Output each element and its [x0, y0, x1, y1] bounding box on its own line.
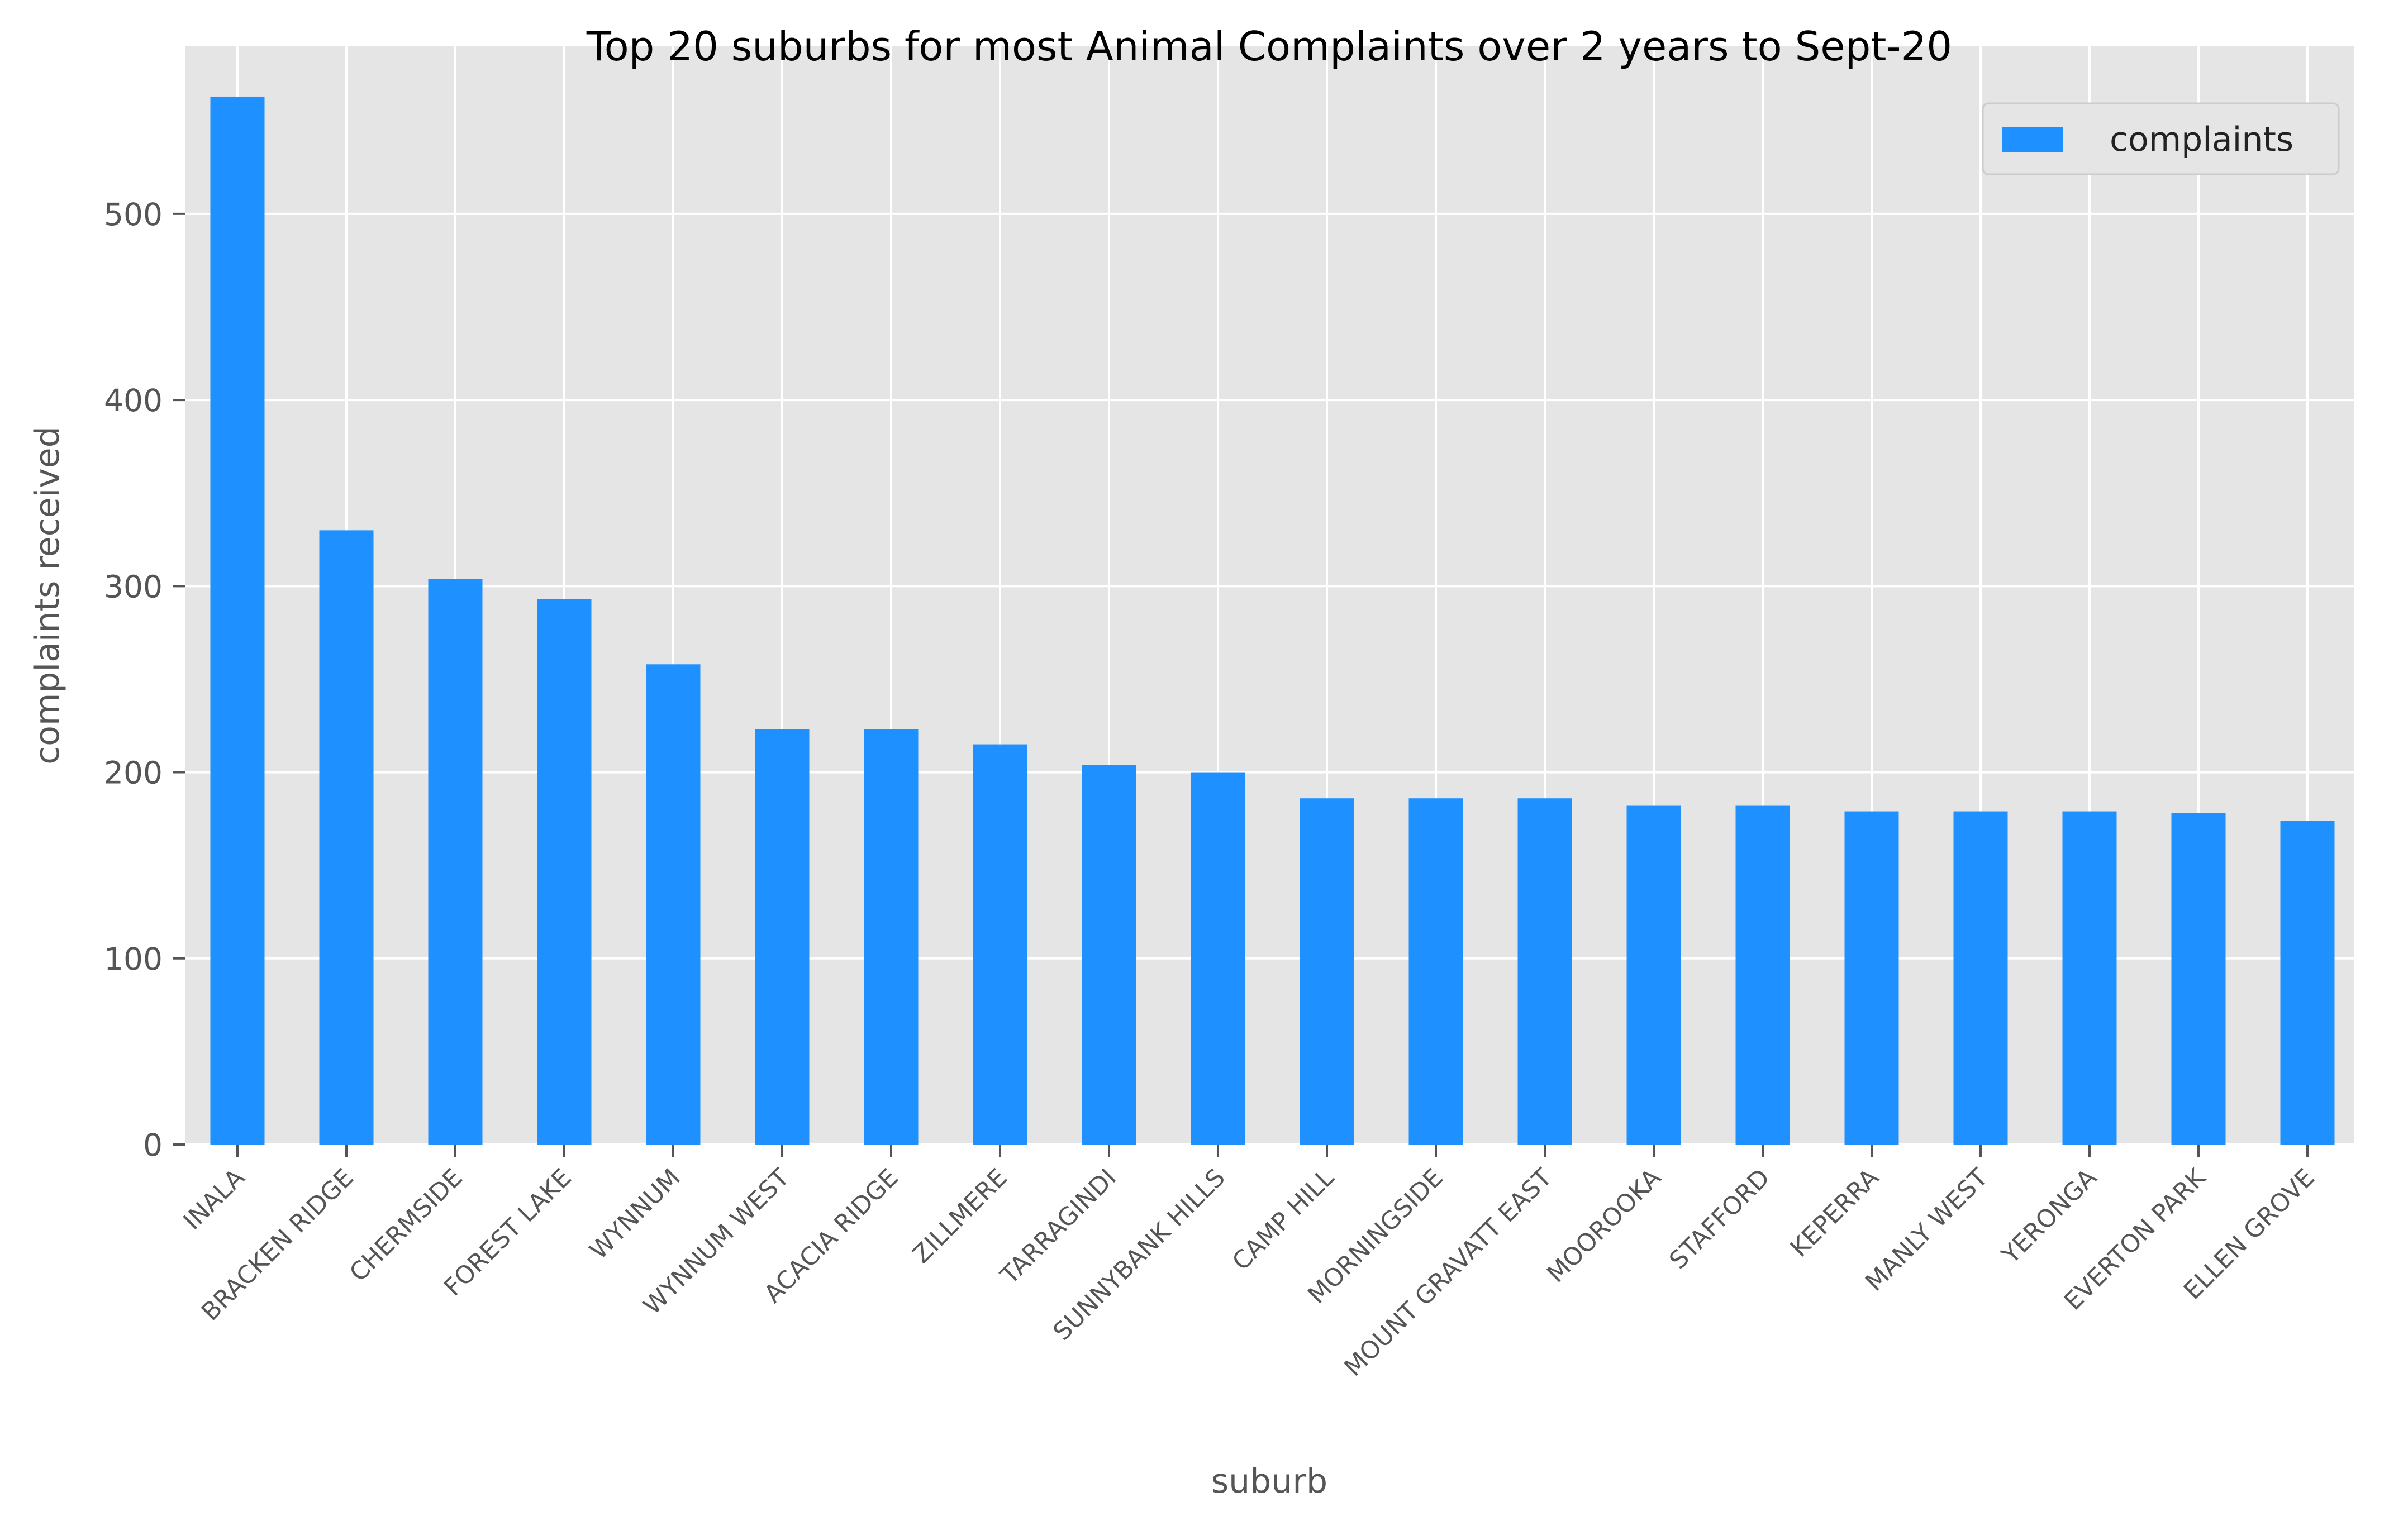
legend-label: complaints [2110, 120, 2293, 159]
x-tick-label: MOOROOKA [1541, 1164, 1667, 1289]
bar [1517, 798, 1572, 1145]
bar [973, 744, 1027, 1145]
bar [1408, 798, 1463, 1145]
bar [537, 599, 592, 1145]
bar [1626, 805, 1681, 1145]
plot-area [185, 46, 2354, 1145]
x-axis-label: suburb [1211, 1462, 1327, 1501]
x-tick-label: CAMP HILL [1227, 1163, 1340, 1276]
x-tick-label: ZILLMERE [907, 1164, 1013, 1269]
bar [1953, 811, 2008, 1145]
y-axis-label: complaints received [28, 426, 67, 765]
y-tick-label: 0 [143, 1127, 163, 1163]
bar [1735, 805, 1790, 1145]
y-tick-label: 400 [104, 383, 163, 418]
bar [428, 579, 483, 1145]
x-tick-label: WYNNUM [584, 1164, 686, 1265]
y-tick-label: 500 [104, 197, 163, 232]
bar [755, 729, 810, 1145]
x-tick-label: INALA [178, 1164, 250, 1236]
bar [210, 96, 265, 1145]
bar [1082, 765, 1136, 1145]
x-tick-label: STAFFORD [1664, 1164, 1776, 1275]
x-tick-label: KEPERRA [1785, 1164, 1884, 1263]
y-tick-label: 100 [104, 941, 163, 977]
bar [864, 729, 919, 1145]
legend-box [1982, 102, 2340, 175]
bar [1844, 811, 1899, 1145]
bar [1191, 772, 1245, 1145]
bar [646, 664, 701, 1145]
bar [1300, 798, 1354, 1145]
bar [2171, 813, 2226, 1145]
y-axis: 0 100 200 300 400 500 [104, 197, 185, 1163]
chart-title: Top 20 suburbs for most Animal Complaint… [586, 23, 1952, 70]
bar [319, 530, 374, 1145]
bar [2062, 811, 2117, 1145]
bar-group [210, 96, 2335, 1145]
x-tick-label: MOUNT GRAVATT EAST [1339, 1164, 1557, 1382]
x-tick-label: YERONGA [1996, 1164, 2102, 1270]
legend: complaints [1982, 102, 2340, 175]
y-tick-label: 300 [104, 569, 163, 604]
y-tick-label: 200 [104, 755, 163, 791]
legend-swatch [2002, 127, 2063, 152]
bar [2280, 821, 2335, 1145]
x-tick-label: CHERMSIDE [344, 1164, 468, 1288]
